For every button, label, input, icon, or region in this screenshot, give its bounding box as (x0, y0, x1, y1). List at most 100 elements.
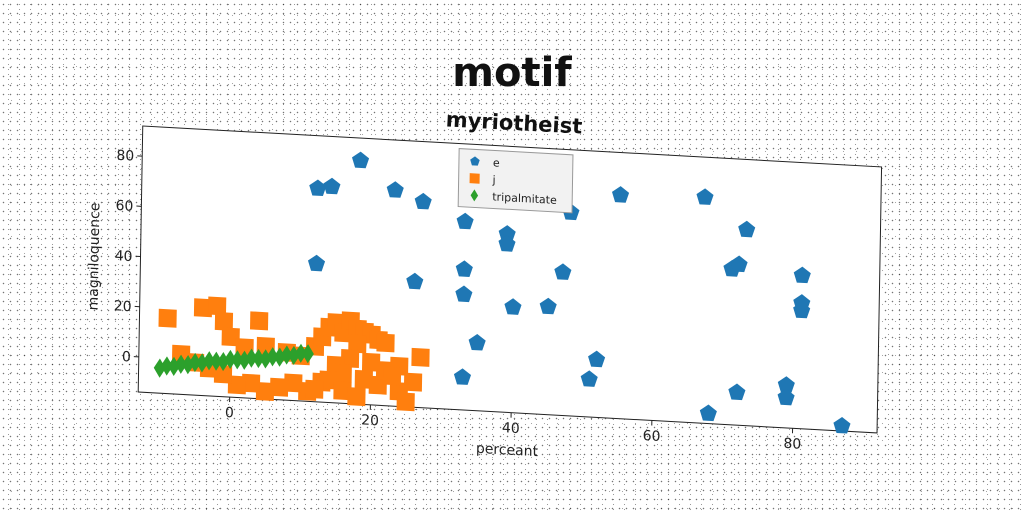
data-point (333, 381, 352, 401)
data-point (396, 392, 415, 412)
legend-marker (469, 173, 480, 184)
data-point (348, 334, 367, 354)
legend-box (457, 148, 574, 214)
data-point (153, 358, 166, 378)
data-marks (153, 151, 851, 434)
data-point (174, 354, 187, 374)
y-tick-label: 80 (116, 148, 134, 165)
data-point (580, 370, 598, 387)
data-point (273, 347, 286, 367)
data-point (376, 333, 395, 353)
y-axis-label: magniloquence (86, 202, 104, 311)
data-point (305, 379, 324, 399)
data-point (453, 368, 472, 385)
legend-entry: j (491, 173, 495, 186)
data-point (214, 311, 234, 331)
data-point (241, 373, 261, 393)
data-point (403, 372, 423, 392)
data-point (193, 298, 213, 318)
data-point (181, 355, 194, 375)
data-point (498, 235, 516, 252)
data-point (777, 388, 795, 406)
data-point (203, 351, 216, 371)
legend-marker (470, 189, 479, 202)
data-point (270, 377, 289, 397)
series-e (307, 151, 851, 434)
x-tick-label: 0 (225, 405, 234, 421)
data-point (468, 333, 486, 351)
data-point (539, 297, 557, 315)
data-point (231, 350, 244, 370)
data-point (221, 327, 240, 347)
data-point (455, 260, 473, 277)
plot-frame (137, 125, 883, 434)
data-point (793, 301, 811, 319)
data-point (238, 350, 251, 370)
data-point (266, 347, 279, 367)
data-point (333, 363, 352, 383)
data-point (167, 356, 180, 376)
data-point (554, 263, 572, 280)
chart-subtitle: myriotheist (445, 107, 583, 138)
x-tick-label: 20 (361, 412, 379, 429)
data-point (361, 352, 381, 372)
data-point (213, 364, 233, 384)
legend: ej tripalmitate (457, 148, 574, 214)
data-point (255, 382, 275, 402)
data-point (777, 376, 795, 393)
data-point (411, 347, 430, 367)
plot-area: 0 20 40 60 80 0 20 40 60 80 perceant magniloquenc… (86, 125, 883, 460)
data-point (245, 348, 258, 368)
data-point (498, 225, 516, 242)
data-point (382, 366, 402, 386)
data-point (340, 349, 360, 369)
data-point (158, 308, 177, 328)
data-point (696, 188, 714, 205)
data-point (227, 375, 247, 395)
y-tick-label: 20 (114, 298, 132, 315)
data-point (728, 383, 746, 401)
data-point (833, 416, 851, 434)
data-point (189, 352, 202, 373)
x-axis-label: perceant (476, 441, 539, 460)
data-point (347, 387, 366, 407)
data-point (196, 353, 209, 373)
data-point (294, 343, 307, 363)
data-point (208, 296, 227, 316)
data-point (504, 298, 522, 315)
data-point (351, 151, 370, 169)
data-point (160, 356, 173, 376)
x-tick-label: 60 (643, 428, 661, 445)
data-point (738, 220, 756, 238)
data-point (210, 351, 223, 371)
data-point (730, 255, 748, 273)
data-point (284, 373, 303, 393)
data-point (611, 186, 630, 203)
data-point (287, 345, 300, 366)
data-point (588, 350, 606, 368)
data-point (406, 272, 424, 290)
axis-ticks: 0 20 40 60 80 0 20 40 60 80 (114, 148, 802, 453)
data-point (368, 375, 387, 395)
x-tick-label: 80 (783, 436, 801, 453)
data-point (319, 370, 338, 390)
data-point (301, 344, 314, 364)
data-point (386, 181, 404, 198)
x-tick-label: 40 (502, 420, 520, 437)
data-point (456, 212, 474, 230)
legend-marker (470, 156, 480, 166)
data-point (259, 349, 272, 369)
data-point (252, 348, 265, 369)
data-point (699, 404, 717, 422)
data-point (414, 192, 432, 210)
data-point (309, 179, 327, 197)
data-point (280, 345, 293, 365)
y-tick-label: 40 (115, 248, 133, 265)
y-tick-label: 60 (115, 198, 133, 215)
data-point (793, 266, 811, 284)
y-tick-label: 0 (122, 349, 131, 365)
data-point (217, 351, 230, 372)
data-point (250, 311, 269, 331)
legend-entry: e (493, 156, 500, 169)
